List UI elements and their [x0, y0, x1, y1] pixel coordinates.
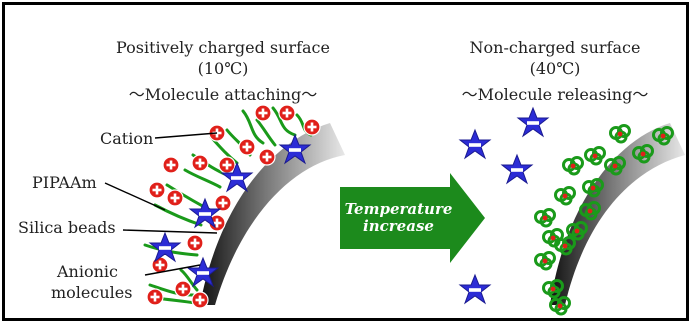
leader-lines	[104, 132, 218, 276]
pipaam-label: PIPAAm	[32, 173, 97, 192]
anionic-label-line2: molecules	[51, 283, 133, 302]
temperature-arrow	[340, 173, 485, 263]
diagram-frame: Positively charged surface (10℃) ～Molecu…	[2, 2, 689, 321]
right-state: ～Molecule releasing～	[461, 85, 649, 104]
diagram-graphics	[104, 104, 685, 316]
left-state: ～Molecule attaching～	[128, 85, 318, 104]
right-title: Non-charged surface	[469, 38, 641, 57]
arrow-label-line2: increase	[363, 217, 434, 235]
left-title: Positively charged surface	[116, 38, 330, 57]
left-temperature: (10℃)	[197, 59, 249, 78]
arrow-label-line1: Temperature	[344, 200, 453, 218]
arrow-label: Temperature increase	[341, 201, 456, 235]
silica-bead-right	[550, 123, 685, 305]
silica-label: Silica beads	[18, 218, 116, 237]
right-temperature: (40℃)	[529, 59, 581, 78]
cation-label: Cation	[100, 129, 154, 148]
anionic-label-line1: Anionic	[57, 262, 118, 281]
